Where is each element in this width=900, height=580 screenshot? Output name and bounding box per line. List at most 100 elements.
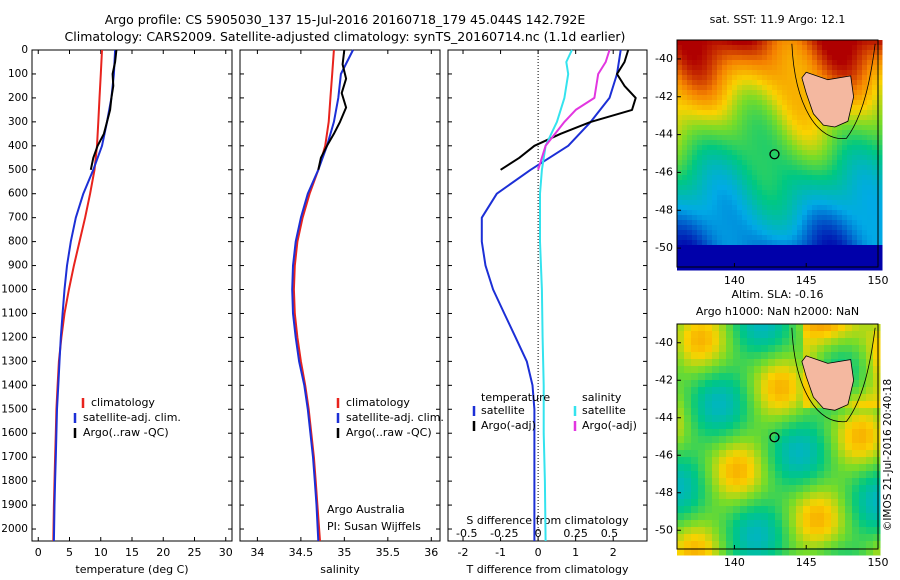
map-cell — [877, 105, 883, 111]
map-cell — [787, 50, 793, 56]
map-cell — [777, 185, 783, 191]
map-cell — [737, 125, 743, 131]
y-tick-label: 500 — [8, 164, 28, 176]
map-cell — [777, 55, 783, 61]
map-cell — [733, 436, 741, 444]
map-cell — [862, 260, 868, 266]
map-cell — [807, 110, 813, 116]
map-cell — [873, 464, 881, 472]
map-cell — [812, 265, 818, 271]
map-cell — [832, 230, 838, 236]
map-cell — [727, 160, 733, 166]
map-cell — [768, 366, 776, 374]
map-cell — [877, 160, 883, 166]
map-cell — [684, 338, 692, 346]
map-cell — [797, 215, 803, 221]
map-cell — [757, 240, 763, 246]
map-cell — [698, 513, 706, 521]
map-cell — [866, 331, 874, 339]
series-line — [539, 49, 573, 542]
map-cell — [817, 180, 823, 186]
map-cell — [810, 345, 818, 353]
map-cell — [762, 110, 768, 116]
map-cell — [832, 130, 838, 136]
map-cell — [767, 80, 773, 86]
map-cell — [802, 250, 808, 256]
map-cell — [867, 230, 873, 236]
map-cell — [838, 527, 846, 535]
bathymetry-contour — [791, 43, 876, 139]
map-cell — [802, 220, 808, 226]
map-cell — [852, 55, 858, 61]
map-cell — [789, 331, 797, 339]
map-cell — [747, 105, 753, 111]
map-cell — [677, 200, 683, 206]
map-cell — [802, 55, 808, 61]
map-cell — [733, 478, 741, 486]
x-tick-label: -1 — [495, 546, 506, 559]
map-cell — [877, 250, 883, 256]
map-cell — [717, 125, 723, 131]
map-cell — [867, 130, 873, 136]
map-cell — [692, 160, 698, 166]
map-cell — [732, 120, 738, 126]
map-cell — [747, 352, 755, 360]
map-cell — [719, 506, 727, 514]
map-cell — [747, 145, 753, 151]
map-cell — [697, 80, 703, 86]
map-cell — [862, 140, 868, 146]
map-cell — [866, 345, 874, 353]
map-cell — [697, 265, 703, 271]
map-cell — [792, 200, 798, 206]
map-cell — [742, 40, 748, 46]
map-cell — [712, 520, 720, 528]
map-cell — [733, 534, 741, 542]
map-cell — [803, 387, 811, 395]
map-cell — [705, 464, 713, 472]
map-cell — [867, 190, 873, 196]
map-cell — [733, 471, 741, 479]
map-cell — [817, 170, 823, 176]
map-cell — [802, 155, 808, 161]
map-cell — [719, 394, 727, 402]
map-cell — [857, 250, 863, 256]
map-cell — [747, 499, 755, 507]
map-cell — [872, 110, 878, 116]
map-cell — [752, 155, 758, 161]
map-cell — [762, 115, 768, 121]
map-cell — [803, 422, 811, 430]
map-cell — [852, 401, 860, 409]
map-cell — [692, 250, 698, 256]
map-cell — [717, 160, 723, 166]
y-tick-label: 600 — [8, 188, 28, 200]
map-cell — [845, 527, 853, 535]
map-cell — [802, 245, 808, 251]
map-cell — [802, 195, 808, 201]
map-cell — [705, 478, 713, 486]
map-cell — [824, 548, 832, 556]
map-cell — [677, 190, 683, 196]
map-cell — [732, 185, 738, 191]
map-cell — [847, 250, 853, 256]
map-cell — [727, 195, 733, 201]
map-cell — [859, 415, 867, 423]
map-cell — [691, 443, 699, 451]
map-cell — [742, 60, 748, 66]
map-cell — [726, 464, 734, 472]
map-cell — [866, 513, 874, 521]
map-cell — [692, 190, 698, 196]
map-cell — [747, 366, 755, 374]
map-cell — [817, 527, 825, 535]
map-cell — [857, 125, 863, 131]
map-cell — [877, 115, 883, 121]
map-cell — [817, 534, 825, 542]
map-cell — [726, 499, 734, 507]
map-cell — [802, 180, 808, 186]
map-cell — [842, 150, 848, 156]
map-cell — [692, 225, 698, 231]
map-cell — [733, 338, 741, 346]
map-cell — [775, 541, 783, 549]
map-cell — [677, 220, 683, 226]
map-cell — [817, 220, 823, 226]
x-axis-label: temperature (deg C) — [75, 563, 188, 576]
